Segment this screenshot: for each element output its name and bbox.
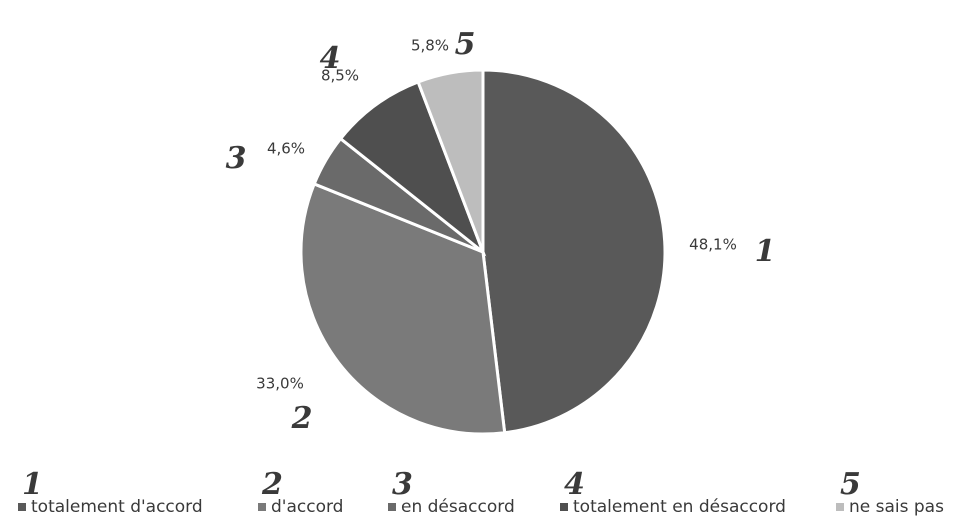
legend-item-3: 3en désaccord [388, 467, 515, 517]
legend-label-5: ne sais pas [849, 497, 944, 517]
legend-handwritten-number-5: 5 [840, 467, 861, 502]
legend-label-2: d'accord [271, 497, 343, 517]
legend-label-3: en désaccord [401, 497, 515, 517]
legend-swatch-4 [560, 503, 568, 511]
pie-slice-4 [338, 80, 487, 257]
slice-handwritten-number-4: 4 [320, 41, 341, 76]
slice-labels: 48,1% 1 33,0% 2 4,6% 3 8,5%4 5,8% 5 [226, 27, 776, 436]
legend-handwritten-number-2: 2 [261, 467, 283, 502]
legend-label-1: totalement d'accord [31, 497, 203, 517]
slice-handwritten-number-2: 2 [291, 401, 313, 436]
slice-handwritten-number-3: 3 [226, 141, 247, 176]
slice-value-label-2: 33,0% [256, 375, 304, 393]
legend-swatch-5 [836, 503, 844, 511]
legend-label-4: totalement en désaccord [573, 497, 786, 517]
slice-value-label-3: 4,6% [267, 140, 305, 158]
legend-swatch-2 [258, 503, 266, 511]
legend-item-5: 5ne sais pas [836, 467, 944, 517]
slice-value-label-5: 5,8% [411, 37, 449, 55]
pie-slices [299, 68, 667, 436]
slice-value-label-1: 48,1% [689, 236, 737, 254]
legend-swatch-1 [18, 503, 26, 511]
pie-slice-1 [481, 68, 667, 435]
legend-handwritten-number-4: 4 [564, 467, 585, 502]
legend-handwritten-number-1: 1 [22, 467, 43, 502]
slice-handwritten-number-1: 1 [755, 234, 776, 269]
pie-slice-2 [299, 181, 507, 436]
slice-value-label-4: 8,5% [321, 67, 359, 85]
legend-swatch-3 [388, 503, 396, 511]
pie-slice-5 [416, 68, 485, 253]
slice-handwritten-number-5: 5 [455, 27, 476, 62]
legend-handwritten-number-3: 3 [392, 467, 413, 502]
legend-item-2: 2d'accord [258, 467, 343, 517]
